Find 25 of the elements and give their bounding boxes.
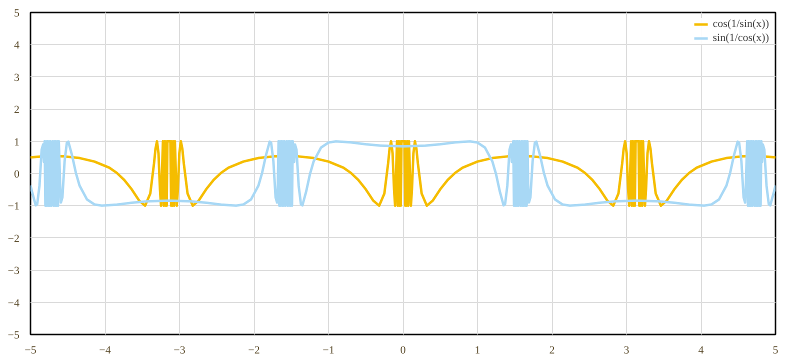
x-tick-label: 3 xyxy=(624,344,630,356)
y-tick-label: −1 xyxy=(8,200,20,213)
y-tick-label: −5 xyxy=(8,330,20,342)
x-tick-label: −4 xyxy=(99,344,112,356)
x-tick-label: 1 xyxy=(474,344,480,356)
x-tick-label: 5 xyxy=(772,344,779,356)
line-series xyxy=(30,140,776,207)
legend-label: sin(1/cos(x)) xyxy=(712,32,769,44)
y-tick-label: 4 xyxy=(14,40,20,52)
y-tick-label: 0 xyxy=(14,168,20,180)
y-tick-label: 1 xyxy=(14,136,20,148)
y-tick-label: −2 xyxy=(8,232,20,245)
x-tick-label: −2 xyxy=(248,344,260,356)
y-tick-label: 3 xyxy=(14,72,20,84)
x-tick-label: 4 xyxy=(698,344,704,356)
y-tick-label: −3 xyxy=(8,265,20,278)
legend-label: cos(1/sin(x)) xyxy=(712,18,769,30)
x-tick-label: −1 xyxy=(322,344,334,356)
x-tick-label: 2 xyxy=(549,344,555,356)
x-tick-label: −5 xyxy=(24,344,37,356)
y-tick-label: −4 xyxy=(8,297,20,310)
y-tick-label: 5 xyxy=(14,8,20,20)
x-tick-label: −3 xyxy=(174,344,186,356)
x-tick-label: 0 xyxy=(400,344,406,356)
y-tick-label: 2 xyxy=(14,104,20,116)
